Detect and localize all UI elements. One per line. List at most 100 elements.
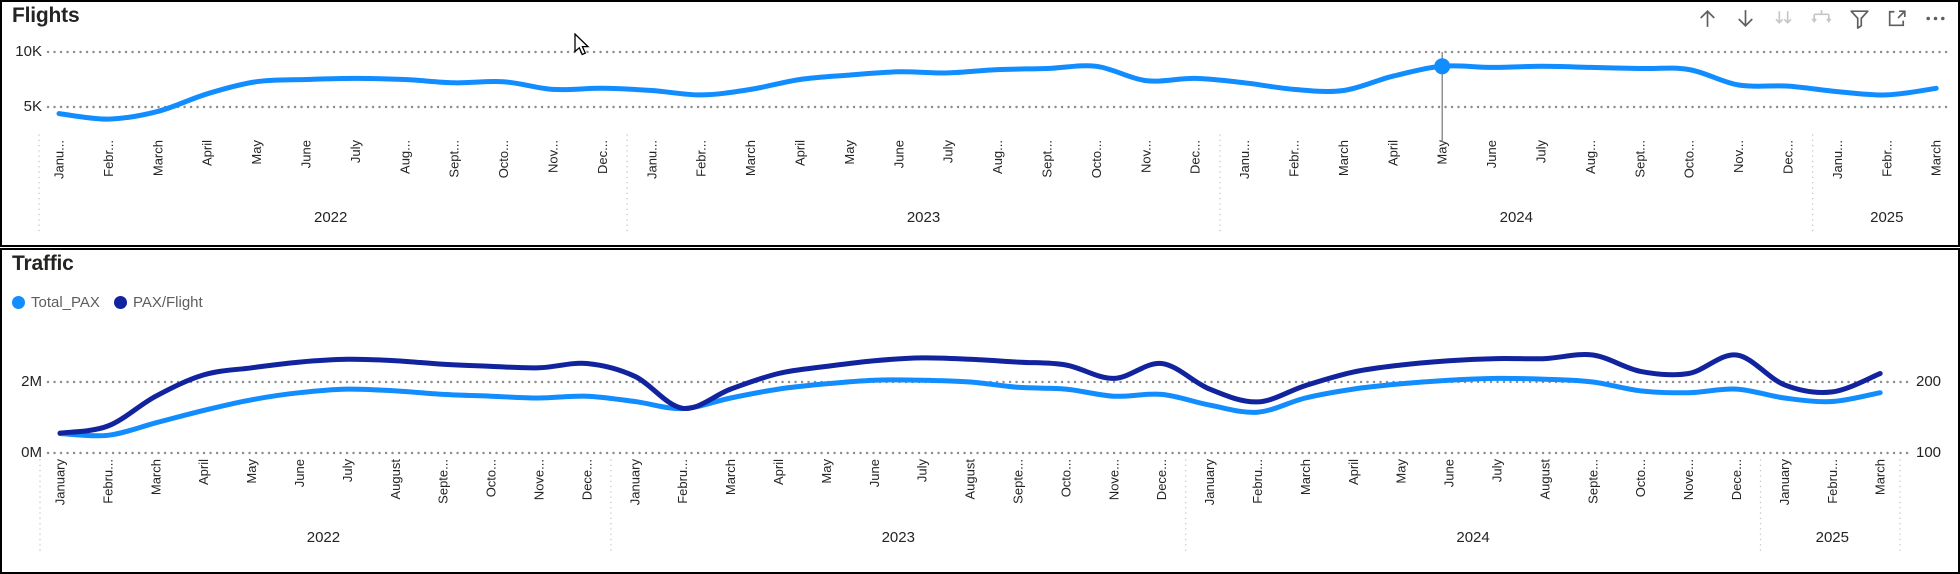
- filter-icon[interactable]: [1847, 6, 1872, 31]
- x-axis-month-label: Janu...: [1830, 140, 1845, 179]
- x-axis-month-label: July: [941, 140, 956, 164]
- legend-item-total-pax[interactable]: Total_PAX: [12, 294, 100, 311]
- pax-per-flight-legend-label: PAX/Flight: [132, 294, 203, 311]
- x-axis-month-label: Aug...: [397, 140, 412, 174]
- x-axis-month-label: Dec...: [1781, 140, 1796, 174]
- flights-visual[interactable]: Flights: [0, 0, 1960, 247]
- x-axis-month-label: Nov...: [1731, 140, 1746, 173]
- x-axis-month-label: Dec...: [1188, 140, 1203, 174]
- secondary-y-axis-tick-label: 200: [1916, 373, 1941, 390]
- x-axis-month-label: May: [244, 459, 259, 484]
- x-axis-month-label: June: [292, 459, 307, 487]
- x-axis-month-label: January: [53, 459, 68, 506]
- x-axis-month-label: Septe...: [1585, 459, 1600, 504]
- x-axis-month-label: May: [842, 140, 857, 165]
- x-axis-year-label: 2022: [307, 529, 340, 546]
- x-axis-month-label: Nove...: [1681, 459, 1696, 500]
- y-axis-tick-label: 10K: [15, 43, 42, 60]
- total-pax-line[interactable]: [57, 375, 1883, 439]
- x-axis-month-label: May: [1435, 140, 1450, 165]
- x-axis-month-label: July: [1490, 459, 1505, 483]
- y-axis-tick-label: 5K: [24, 98, 42, 115]
- traffic-visual[interactable]: Traffic Total_PAX PAX/Flight 2M 0M 200 100 J…: [0, 248, 1960, 574]
- x-axis-month-label: Febru...: [1825, 459, 1840, 504]
- x-axis-month-label: Dece...: [579, 459, 594, 500]
- x-axis-month-label: Octo...: [1089, 140, 1104, 178]
- x-axis-month-label: January: [627, 459, 642, 506]
- x-axis-month-label: March: [148, 459, 163, 495]
- x-axis-month-label: June: [891, 140, 906, 168]
- x-axis-month-label: Octo...: [1633, 459, 1648, 497]
- x-axis-month-label: April: [200, 140, 215, 166]
- x-axis-month-label: June: [1442, 459, 1457, 487]
- x-axis-month-label: April: [793, 140, 808, 166]
- x-axis-month-label: July: [348, 140, 363, 164]
- x-axis-month-label: June: [1484, 140, 1499, 168]
- x-axis-month-label: July: [915, 459, 930, 483]
- x-axis-month-label: May: [819, 459, 834, 484]
- x-axis-month-label: March: [1298, 459, 1313, 495]
- x-axis-month-label: March: [1929, 140, 1944, 176]
- y-axis-tick-label: 0M: [21, 444, 42, 461]
- x-axis-month-label: Nove...: [532, 459, 547, 500]
- x-axis-month-label: August: [963, 459, 978, 500]
- legend-item-pax-per-flight[interactable]: PAX/Flight: [113, 294, 203, 311]
- x-axis-month-label: Sept...: [1040, 140, 1055, 178]
- expand-next-level-icon[interactable]: [1809, 6, 1834, 31]
- x-axis-month-label: Octo...: [1682, 140, 1697, 178]
- x-axis-year-label: 2025: [1816, 529, 1849, 546]
- x-axis-month-label: Janu...: [1237, 140, 1252, 179]
- x-axis-month-label: May: [249, 140, 264, 165]
- secondary-y-axis-tick-label: 100: [1916, 444, 1941, 461]
- traffic-line-chart[interactable]: 2M 0M 200 100 January Febru... March April May Ju…: [2, 250, 1958, 572]
- x-axis-month-label: January: [1202, 459, 1217, 506]
- x-axis-month-label: Febr...: [1879, 140, 1894, 177]
- more-options-icon[interactable]: [1923, 6, 1948, 31]
- x-axis-month-label: March: [1336, 140, 1351, 176]
- flights-title: Flights: [12, 4, 80, 27]
- x-axis-month-label: Febru...: [100, 459, 115, 504]
- drill-up-icon[interactable]: [1695, 6, 1720, 31]
- x-axis-year-label: 2024: [1456, 529, 1489, 546]
- x-axis-month-label: Febru...: [675, 459, 690, 504]
- x-axis-year-label: 2025: [1870, 209, 1903, 226]
- x-axis-month-label: Febr...: [1287, 140, 1302, 177]
- total-pax-legend-dot: [12, 296, 25, 309]
- y-axis-tick-label: 2M: [21, 373, 42, 390]
- drill-down-icon[interactable]: [1733, 6, 1758, 31]
- x-axis-month-label: Dece...: [1729, 459, 1744, 500]
- x-axis-month-label: Dece...: [1154, 459, 1169, 500]
- x-axis-month-label: Nove...: [1106, 459, 1121, 500]
- x-axis-month-label: Sept...: [1632, 140, 1647, 178]
- focus-mode-icon[interactable]: [1885, 6, 1910, 31]
- x-axis-month-label: June: [299, 140, 314, 168]
- x-axis-month-label: April: [196, 459, 211, 485]
- x-axis-month-label: Octo...: [1058, 459, 1073, 497]
- x-axis-month-label: Septe...: [436, 459, 451, 504]
- x-axis-month-label: January: [1777, 459, 1792, 506]
- x-axis-month-label: Nov...: [546, 140, 561, 173]
- x-axis-month-label: Janu...: [644, 140, 659, 179]
- selected-point-marker[interactable]: [1434, 58, 1451, 75]
- x-axis-year-label: 2022: [314, 209, 347, 226]
- pax-per-flight-legend-dot: [113, 296, 127, 309]
- x-axis-month-label: March: [723, 459, 738, 495]
- x-axis-month-label: July: [340, 459, 355, 483]
- flights-line[interactable]: [56, 63, 1939, 122]
- go-to-next-level-icon[interactable]: [1771, 6, 1796, 31]
- pax-flight-line[interactable]: [57, 352, 1883, 436]
- x-axis-month-label: June: [867, 459, 882, 487]
- x-axis-month-label: Aug...: [990, 140, 1005, 174]
- flights-line-chart[interactable]: 10K 5K Janu... Febr... March April May June July…: [2, 2, 1958, 245]
- x-axis-month-label: Sept...: [447, 140, 462, 178]
- x-axis-month-label: April: [1346, 459, 1361, 485]
- x-axis-month-label: Dec...: [595, 140, 610, 174]
- x-axis-month-label: Aug...: [1583, 140, 1598, 174]
- x-axis-month-label: July: [1534, 140, 1549, 164]
- traffic-title: Traffic: [12, 252, 74, 275]
- x-axis-month-label: March: [743, 140, 758, 176]
- x-axis-month-label: Nov...: [1138, 140, 1153, 173]
- total-pax-legend-label: Total_PAX: [31, 294, 100, 311]
- x-axis-year-label: 2024: [1500, 209, 1533, 226]
- x-axis-month-label: March: [1873, 459, 1888, 495]
